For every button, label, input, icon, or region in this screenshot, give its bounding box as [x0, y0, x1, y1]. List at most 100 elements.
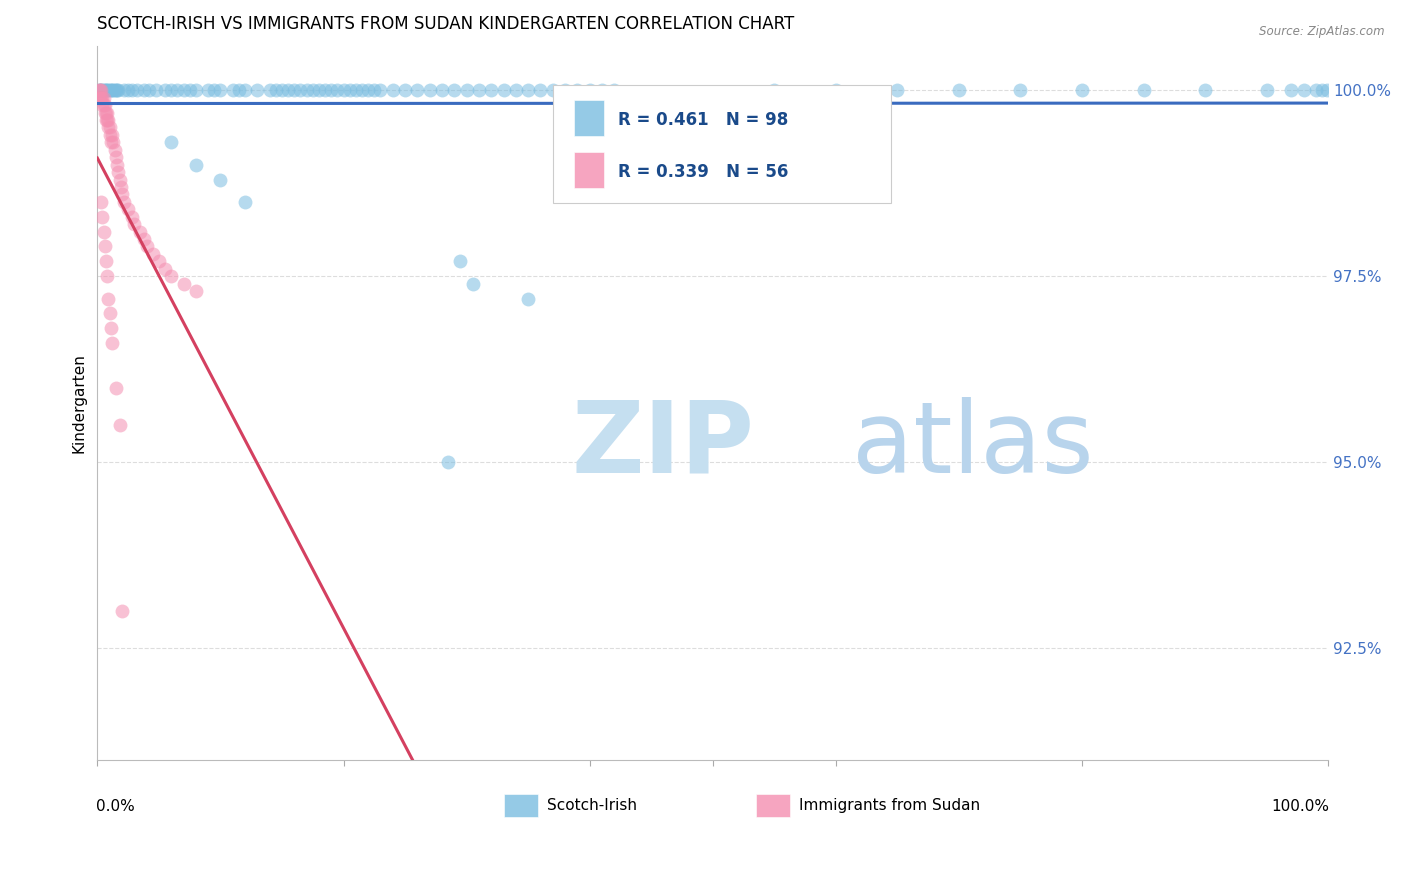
Point — [1132, 83, 1154, 97]
Point — [381, 83, 404, 97]
Point — [184, 284, 207, 298]
Point — [948, 83, 970, 97]
Point — [591, 83, 613, 97]
Point — [394, 83, 416, 97]
Point — [1292, 83, 1315, 97]
Point — [97, 113, 120, 128]
Point — [90, 91, 112, 105]
FancyBboxPatch shape — [553, 85, 891, 202]
Point — [153, 261, 176, 276]
Point — [209, 172, 232, 186]
Point — [96, 105, 118, 120]
Point — [153, 83, 176, 97]
Point — [117, 202, 139, 217]
Point — [91, 210, 114, 224]
Point — [264, 83, 287, 97]
Point — [100, 321, 122, 335]
Point — [160, 136, 183, 150]
Point — [101, 83, 124, 97]
Point — [104, 381, 127, 395]
Bar — [574, 101, 605, 136]
Point — [97, 83, 120, 97]
Point — [567, 83, 589, 97]
Text: R = 0.339   N = 56: R = 0.339 N = 56 — [619, 162, 789, 180]
Point — [96, 269, 118, 284]
Point — [468, 83, 491, 97]
Point — [1310, 83, 1333, 97]
Point — [209, 83, 232, 97]
Point — [290, 83, 312, 97]
Text: atlas: atlas — [852, 397, 1094, 494]
Point — [277, 83, 299, 97]
Point — [111, 604, 134, 618]
Point — [578, 83, 600, 97]
Point — [233, 194, 256, 209]
Point — [363, 83, 385, 97]
Point — [166, 83, 188, 97]
Point — [100, 83, 122, 97]
Point — [94, 105, 117, 120]
Point — [517, 292, 540, 306]
Point — [492, 83, 515, 97]
Point — [517, 83, 540, 97]
Point — [370, 83, 392, 97]
Point — [125, 83, 148, 97]
Point — [145, 83, 167, 97]
Point — [173, 277, 195, 291]
Point — [160, 269, 183, 284]
Point — [107, 165, 129, 179]
Point — [93, 83, 115, 97]
Point — [103, 83, 125, 97]
Point — [96, 113, 118, 128]
Point — [222, 83, 245, 97]
Point — [763, 83, 786, 97]
Point — [97, 120, 120, 135]
Bar — [756, 794, 790, 817]
Point — [332, 83, 354, 97]
Point — [105, 158, 128, 172]
Point — [93, 91, 115, 105]
Point — [350, 83, 373, 97]
Point — [202, 83, 225, 97]
Point — [107, 83, 129, 97]
Point — [1194, 83, 1216, 97]
Point — [148, 254, 170, 268]
Point — [87, 83, 110, 97]
Point — [271, 83, 294, 97]
Point — [104, 150, 127, 164]
Point — [93, 239, 115, 253]
Point — [184, 158, 207, 172]
Text: R = 0.461   N = 98: R = 0.461 N = 98 — [619, 111, 789, 128]
Point — [100, 136, 122, 150]
Point — [824, 83, 846, 97]
Point — [1256, 83, 1278, 97]
Point — [228, 83, 250, 97]
Y-axis label: Kindergarten: Kindergarten — [72, 352, 86, 452]
Point — [308, 83, 330, 97]
Point — [505, 83, 527, 97]
Point — [94, 254, 117, 268]
Point — [91, 83, 114, 97]
Text: Immigrants from Sudan: Immigrants from Sudan — [799, 797, 980, 813]
Point — [91, 91, 114, 105]
Point — [1071, 83, 1094, 97]
Point — [96, 83, 118, 97]
Point — [529, 83, 551, 97]
Point — [1010, 83, 1032, 97]
Point — [93, 83, 115, 97]
Point — [87, 83, 110, 97]
Point — [98, 128, 121, 142]
Text: 0.0%: 0.0% — [96, 799, 135, 814]
Text: 100.0%: 100.0% — [1271, 799, 1329, 814]
Point — [87, 91, 110, 105]
Point — [430, 83, 453, 97]
Point — [93, 225, 115, 239]
Point — [259, 83, 281, 97]
Point — [479, 83, 502, 97]
Point — [1279, 83, 1302, 97]
Point — [233, 83, 256, 97]
Text: Source: ZipAtlas.com: Source: ZipAtlas.com — [1260, 25, 1385, 38]
Point — [112, 83, 135, 97]
Point — [89, 83, 111, 97]
Text: Scotch-Irish: Scotch-Irish — [547, 797, 637, 813]
